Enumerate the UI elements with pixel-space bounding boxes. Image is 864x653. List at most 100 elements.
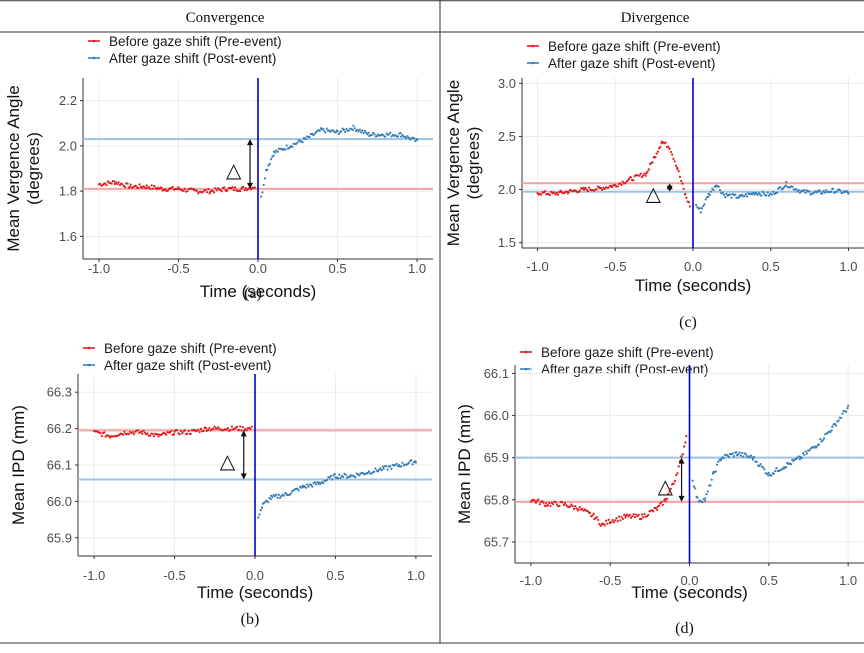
data-point <box>732 455 736 458</box>
data-point <box>265 499 269 502</box>
data-point <box>150 184 153 187</box>
data-point <box>316 481 319 484</box>
x-tick-label: 0.5 <box>762 259 780 274</box>
data-point <box>338 473 341 476</box>
data-point <box>831 425 834 428</box>
data-point <box>401 461 404 464</box>
data-point <box>367 131 370 134</box>
data-point <box>847 404 850 407</box>
data-point <box>611 186 614 189</box>
data-point <box>372 131 375 134</box>
data-point <box>551 502 555 506</box>
data-point <box>144 187 148 190</box>
data-point <box>304 137 307 141</box>
data-point <box>556 193 560 196</box>
panel-label: (a) <box>244 285 262 302</box>
data-point <box>308 136 311 139</box>
x-tick-label: 0.0 <box>249 261 267 276</box>
data-point <box>348 475 351 478</box>
data-point <box>310 132 314 135</box>
data-point <box>337 132 340 136</box>
y-tick-label: 3.0 <box>498 76 516 91</box>
data-point <box>611 519 614 522</box>
data-point <box>782 187 785 190</box>
data-point <box>798 458 802 461</box>
data-point <box>226 189 229 192</box>
data-point <box>772 190 775 193</box>
data-point <box>165 433 168 436</box>
x-tick-label: -1.0 <box>88 261 110 276</box>
data-point <box>597 518 600 522</box>
data-point <box>691 479 694 482</box>
data-point <box>279 496 282 499</box>
x-tick-label: 1.0 <box>839 259 857 274</box>
data-point <box>406 135 409 138</box>
data-point <box>829 430 832 434</box>
data-point <box>152 435 156 438</box>
data-point <box>709 190 713 193</box>
data-point <box>607 186 610 189</box>
data-point <box>336 477 340 480</box>
data-point <box>765 472 769 475</box>
data-point <box>277 493 280 496</box>
data-point <box>232 188 235 192</box>
data-point <box>658 147 661 150</box>
data-point <box>134 184 137 187</box>
data-point <box>734 193 737 196</box>
data-point <box>282 494 286 497</box>
data-point <box>549 504 552 508</box>
data-point <box>411 463 414 466</box>
data-point <box>331 478 334 481</box>
data-point <box>163 187 167 191</box>
data-point <box>266 168 269 171</box>
data-point <box>623 513 626 516</box>
data-point <box>358 474 361 477</box>
data-point <box>267 164 270 167</box>
data-point <box>240 429 243 432</box>
data-point <box>620 515 623 519</box>
data-point <box>721 191 724 194</box>
data-point <box>741 451 744 454</box>
data-point <box>588 186 591 189</box>
data-point <box>585 188 588 191</box>
data-point <box>390 467 393 470</box>
data-point <box>830 429 833 432</box>
data-point <box>698 207 701 210</box>
data-point <box>381 465 385 468</box>
data-point <box>384 135 387 138</box>
data-point <box>645 171 648 175</box>
data-point <box>113 180 116 183</box>
x-tick-label: 0.5 <box>329 261 347 276</box>
data-point <box>716 463 719 466</box>
data-point <box>269 158 273 161</box>
data-point <box>313 481 316 484</box>
data-point <box>631 515 634 518</box>
legend-label: Before gaze shift (Pre-event) <box>104 341 277 356</box>
data-point <box>774 469 777 473</box>
data-point <box>114 181 118 184</box>
legend: Before gaze shift (Pre-event) After gaze … <box>527 39 721 71</box>
data-point <box>536 192 539 195</box>
chart-panel-d: Before gaze shift (Pre-event) After gaze … <box>455 345 864 637</box>
x-axis-title: Time (seconds) <box>635 276 752 295</box>
y-tick-label: 65.7 <box>484 534 509 549</box>
data-point <box>604 519 608 522</box>
delta-annotation: △ <box>646 181 673 205</box>
legend-key-dot <box>87 346 91 350</box>
data-point <box>379 467 382 470</box>
data-point <box>652 510 655 513</box>
data-point <box>405 136 408 140</box>
series-post <box>695 181 850 214</box>
data-point <box>407 461 410 465</box>
data-point <box>365 131 368 134</box>
data-point <box>731 452 734 455</box>
data-point <box>750 193 754 196</box>
data-point <box>616 185 619 188</box>
data-point <box>672 157 675 161</box>
data-point <box>680 455 683 458</box>
data-point <box>834 424 838 427</box>
data-point <box>574 505 577 508</box>
data-point <box>674 164 678 167</box>
data-point <box>619 182 622 185</box>
data-point <box>724 195 727 199</box>
